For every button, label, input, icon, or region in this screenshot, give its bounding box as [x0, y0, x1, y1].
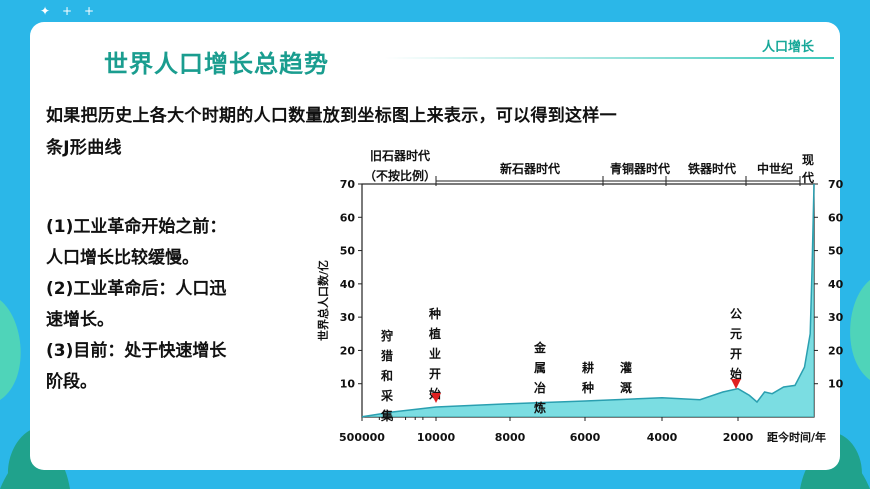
- era-label: 铁器时代: [688, 161, 736, 176]
- arrow-down-icon: [431, 393, 441, 403]
- intro-line-1: 如果把历史上各大个时期的人口数量放到坐标图上来表示，可以得到这样一: [46, 106, 617, 126]
- sparkle-icon: +: [84, 4, 95, 18]
- event-annotation: 耕种: [581, 360, 594, 395]
- y-tick-label-right: 40: [828, 278, 844, 291]
- x-tick-label: 500000: [339, 431, 385, 444]
- y-tick-label-right: 50: [828, 245, 844, 258]
- point-line: (2)工业革命后：人口迅: [46, 279, 227, 299]
- sparkle-icon: +: [62, 4, 73, 18]
- event-annotation: 种植业开始: [428, 306, 441, 401]
- y-tick-label: 70: [340, 178, 356, 191]
- y-tick-label: 10: [340, 378, 356, 391]
- population-curve: [361, 183, 815, 418]
- x-tick-label: 6000: [570, 431, 601, 444]
- x-tick-label: 10000: [417, 431, 456, 444]
- point-line: (1)工业革命开始之前：: [46, 217, 227, 237]
- intro-text: 如果把历史上各大个时期的人口数量放到坐标图上来表示，可以得到这样一 条J形曲线: [46, 100, 806, 164]
- x-tick-label: 4000: [647, 431, 678, 444]
- key-points: (1)工业革命开始之前： 人口增长比较缓慢。 (2)工业革命后：人口迅 速增长。…: [46, 212, 286, 398]
- era-label: 青铜器时代: [610, 161, 670, 176]
- y-tick-label-right: 20: [828, 344, 844, 357]
- x-axis-label: 距今时间/年: [767, 430, 826, 444]
- era-label: 现: [802, 153, 814, 167]
- era-label: 新石器时代: [500, 161, 560, 176]
- y-tick-label: 30: [340, 311, 356, 324]
- point-line: 阶段。: [46, 372, 97, 392]
- arrow-down-icon: [731, 379, 741, 389]
- y-tick-label: 50: [340, 245, 356, 258]
- y-tick-label-right: 30: [828, 311, 844, 324]
- x-tick-label: 8000: [495, 431, 526, 444]
- intro-line-2: 条J形曲线: [46, 138, 122, 158]
- y-tick-label: 40: [340, 278, 356, 291]
- x-tick-label: 2000: [723, 431, 754, 444]
- era-label: 中世纪: [757, 161, 793, 176]
- point-line: 人口增长比较缓慢。: [46, 248, 199, 268]
- sparkle-icon: ✦: [40, 4, 51, 18]
- y-axis-label: 世界总人口数/亿: [316, 260, 330, 341]
- y-tick-label-right: 60: [828, 211, 844, 224]
- event-annotation: 灌溉: [619, 360, 632, 395]
- era-label: 代: [801, 170, 814, 185]
- era-label: （不按比例）: [364, 168, 436, 183]
- page-title: 世界人口增长总趋势: [104, 50, 329, 78]
- y-tick-label-right: 70: [828, 178, 844, 191]
- y-tick-label: 60: [340, 211, 356, 224]
- y-tick-label-right: 10: [828, 378, 844, 391]
- event-annotation: 狩猎和采集: [380, 328, 394, 423]
- event-annotation: 金属冶炼: [533, 340, 547, 415]
- y-tick-label: 20: [340, 344, 356, 357]
- era-label: 旧石器时代: [370, 148, 430, 163]
- point-line: 速增长。: [46, 310, 114, 330]
- topic-tag: 人口增长: [762, 40, 815, 55]
- point-line: (3)目前：处于快速增长: [46, 341, 227, 361]
- event-annotation: 公元开始: [730, 307, 742, 381]
- title-divider: [384, 57, 834, 59]
